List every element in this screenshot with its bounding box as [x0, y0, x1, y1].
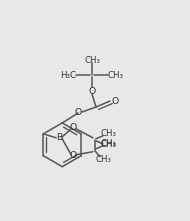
- Text: CH₃: CH₃: [84, 56, 100, 65]
- Text: O: O: [111, 97, 119, 106]
- Text: O: O: [88, 87, 96, 96]
- Text: CH₃: CH₃: [101, 139, 117, 148]
- Text: CH₃: CH₃: [96, 155, 112, 164]
- Text: O: O: [70, 123, 77, 132]
- Text: H₃C: H₃C: [60, 71, 76, 80]
- Text: CH₃: CH₃: [101, 129, 117, 138]
- Text: B: B: [56, 133, 62, 142]
- Text: O: O: [70, 151, 77, 160]
- Text: CH₃: CH₃: [101, 140, 117, 149]
- Text: CH₃: CH₃: [108, 71, 124, 80]
- Text: O: O: [74, 109, 82, 118]
